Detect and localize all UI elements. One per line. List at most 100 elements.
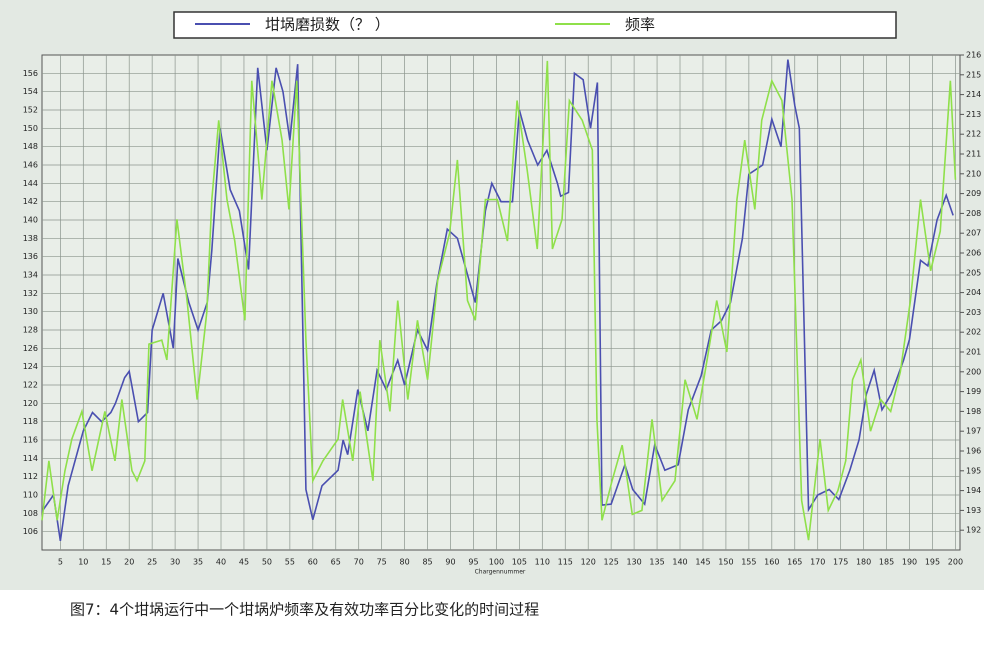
y2-tick-label: 193 bbox=[966, 506, 981, 515]
x-tick-label: 25 bbox=[147, 558, 157, 567]
y-tick-label: 120 bbox=[23, 399, 38, 408]
x-tick-label: 150 bbox=[718, 558, 733, 567]
y2-tick-label: 211 bbox=[966, 150, 981, 159]
y2-tick-label: 202 bbox=[966, 328, 981, 337]
y2-tick-label: 206 bbox=[966, 249, 981, 258]
x-tick-label: 10 bbox=[78, 558, 88, 567]
x-tick-label: 70 bbox=[354, 558, 364, 567]
y-tick-label: 150 bbox=[23, 124, 38, 133]
y2-tick-label: 216 bbox=[966, 51, 981, 60]
x-tick-label: 90 bbox=[445, 558, 455, 567]
y2-tick-label: 198 bbox=[966, 407, 981, 416]
x-tick-label: 75 bbox=[377, 558, 387, 567]
series-line bbox=[41, 60, 957, 541]
x-tick-label: 65 bbox=[331, 558, 341, 567]
y2-tick-label: 209 bbox=[966, 189, 981, 198]
y-tick-label: 134 bbox=[23, 271, 38, 280]
x-tick-label: 130 bbox=[626, 558, 641, 567]
y2-tick-label: 205 bbox=[966, 268, 981, 277]
x-tick-label: 160 bbox=[764, 558, 779, 567]
series-line bbox=[41, 59, 954, 541]
y2-tick-label: 192 bbox=[966, 526, 981, 535]
y2-tick-label: 200 bbox=[966, 367, 981, 376]
legend bbox=[173, 11, 897, 39]
x-tick-label: 100 bbox=[489, 558, 504, 567]
y-tick-label: 146 bbox=[23, 161, 38, 170]
y-tick-label: 124 bbox=[23, 362, 38, 371]
x-tick-label: 45 bbox=[239, 558, 249, 567]
x-tick-label: 105 bbox=[512, 558, 527, 567]
x-tick-label: 35 bbox=[193, 558, 203, 567]
x-tick-label: 120 bbox=[581, 558, 596, 567]
y2-tick-label: 195 bbox=[966, 466, 981, 475]
y2-tick-label: 204 bbox=[966, 288, 981, 297]
y2-tick-label: 208 bbox=[966, 209, 981, 218]
x-tick-label: 85 bbox=[422, 558, 432, 567]
y-tick-label: 112 bbox=[23, 472, 38, 481]
caption: 图7：4个坩埚运行中一个坩埚炉频率及有效功率百分比变化的时间过程 bbox=[70, 601, 539, 619]
y-tick-label: 148 bbox=[23, 142, 38, 151]
y2-tick-label: 203 bbox=[966, 308, 981, 317]
y-tick-label: 116 bbox=[23, 436, 38, 445]
y-tick-label: 118 bbox=[23, 417, 38, 426]
x-tick-label: 20 bbox=[124, 558, 134, 567]
y-tick-label: 152 bbox=[23, 106, 38, 115]
y-tick-label: 138 bbox=[23, 234, 38, 243]
y2-tick-label: 207 bbox=[966, 229, 981, 238]
y-tick-label: 144 bbox=[23, 179, 38, 188]
x-tick-label: 145 bbox=[695, 558, 710, 567]
y-tick-label: 156 bbox=[23, 69, 38, 78]
x-tick-label: 155 bbox=[741, 558, 756, 567]
y-tick-label: 106 bbox=[23, 527, 38, 536]
y2-tick-label: 196 bbox=[966, 447, 981, 456]
y2-tick-label: 197 bbox=[966, 427, 981, 436]
y-tick-label: 108 bbox=[23, 509, 38, 518]
legend-label: 频率 bbox=[625, 16, 655, 34]
x-tick-label: 5 bbox=[58, 558, 63, 567]
y-tick-label: 140 bbox=[23, 216, 38, 225]
y2-tick-label: 194 bbox=[966, 486, 981, 495]
x-tick-label: 165 bbox=[787, 558, 802, 567]
y2-tick-label: 215 bbox=[966, 70, 981, 79]
y-tick-label: 136 bbox=[23, 252, 38, 261]
x-tick-label: 95 bbox=[468, 558, 478, 567]
x-tick-label: 185 bbox=[879, 558, 894, 567]
y-tick-label: 128 bbox=[23, 326, 38, 335]
y2-tick-label: 201 bbox=[966, 348, 981, 357]
y-tick-label: 154 bbox=[23, 87, 38, 96]
x-tick-label: 170 bbox=[810, 558, 825, 567]
x-tick-label: 15 bbox=[101, 558, 111, 567]
y2-tick-label: 210 bbox=[966, 169, 981, 178]
x-tick-label: 50 bbox=[262, 558, 272, 567]
y2-tick-label: 199 bbox=[966, 387, 981, 396]
x-tick-label: 135 bbox=[649, 558, 664, 567]
plot-area bbox=[41, 54, 961, 551]
x-tick-label: 110 bbox=[535, 558, 550, 567]
y-tick-label: 114 bbox=[23, 454, 38, 463]
y2-tick-label: 214 bbox=[966, 90, 981, 99]
x-tick-label: 125 bbox=[604, 558, 619, 567]
y2-tick-label: 212 bbox=[966, 130, 981, 139]
y-tick-label: 132 bbox=[23, 289, 38, 298]
x-tick-label: 55 bbox=[285, 558, 295, 567]
y-tick-label: 142 bbox=[23, 197, 38, 206]
y2-tick-label: 213 bbox=[966, 110, 981, 119]
x-tick-label: 80 bbox=[400, 558, 410, 567]
x-tick-label: 40 bbox=[216, 558, 226, 567]
x-tick-label: 180 bbox=[856, 558, 871, 567]
y-tick-label: 126 bbox=[23, 344, 38, 353]
x-tick-label: 30 bbox=[170, 558, 180, 567]
x-axis-label: Chargennummer bbox=[475, 569, 526, 576]
x-tick-label: 60 bbox=[308, 558, 318, 567]
y-tick-label: 122 bbox=[23, 381, 38, 390]
y-tick-label: 130 bbox=[23, 307, 38, 316]
y-tick-label: 110 bbox=[23, 491, 38, 500]
x-tick-label: 175 bbox=[833, 558, 848, 567]
x-tick-label: 195 bbox=[925, 558, 940, 567]
x-tick-label: 115 bbox=[558, 558, 573, 567]
x-tick-label: 200 bbox=[948, 558, 963, 567]
x-tick-label: 140 bbox=[672, 558, 687, 567]
legend-label: 坩埚磨损数（？ ） bbox=[265, 16, 390, 34]
x-tick-label: 190 bbox=[902, 558, 917, 567]
